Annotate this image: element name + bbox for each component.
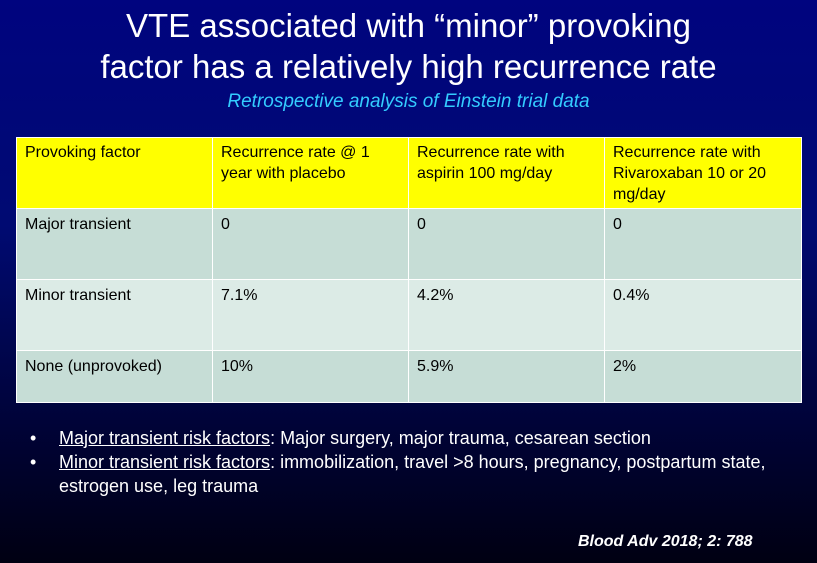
table-row: Major transient 0 0 0 [16,208,802,280]
header-provoking-factor: Provoking factor [16,137,213,209]
table-row: Minor transient 7.1% 4.2% 0.4% [16,279,802,351]
header-rivaroxaban: Recurrence rate with Rivaroxaban 10 or 2… [604,137,802,209]
list-item: • Minor transient risk factors: immobili… [30,450,790,498]
title-line-2: factor has a relatively high recurrence … [100,48,717,85]
bullet-term: Minor transient risk factors [59,452,271,472]
table-cell-placebo: 0 [212,208,409,280]
table-cell-aspirin: 5.9% [408,350,605,403]
citation: Blood Adv 2018; 2: 788 [578,533,753,550]
table-cell-factor: Minor transient [16,279,213,351]
slide-title: VTE associated with “minor” provoking fa… [0,5,817,87]
bullet-text: : Major surgery, major trauma, cesarean … [270,428,651,448]
risk-factor-list: • Major transient risk factors: Major su… [30,426,790,498]
recurrence-table: Provoking factor Recurrence rate @ 1 yea… [16,137,802,403]
table-cell-factor: None (unprovoked) [16,350,213,403]
bullet-marker: • [30,428,37,448]
header-aspirin: Recurrence rate with aspirin 100 mg/day [408,137,605,209]
table-cell-rivaroxaban: 2% [604,350,802,403]
bullet-term: Major transient risk factors [59,428,271,448]
table-cell-aspirin: 0 [408,208,605,280]
table-cell-rivaroxaban: 0.4% [604,279,802,351]
table-cell-rivaroxaban: 0 [604,208,802,280]
bullet-marker: • [30,452,37,472]
table-cell-placebo: 7.1% [212,279,409,351]
slide-subtitle: Retrospective analysis of Einstein trial… [227,91,590,112]
title-line-1: VTE associated with “minor” provoking [126,7,691,44]
table-cell-factor: Major transient [16,208,213,280]
bullet-text: : immobilization, travel >8 hours, pregn… [59,452,766,496]
table-cell-aspirin: 4.2% [408,279,605,351]
table-cell-placebo: 10% [212,350,409,403]
header-placebo: Recurrence rate @ 1 year with placebo [212,137,409,209]
table-header-row: Provoking factor Recurrence rate @ 1 yea… [16,137,802,209]
table-row: None (unprovoked) 10% 5.9% 2% [16,350,802,403]
list-item: • Major transient risk factors: Major su… [30,426,790,450]
